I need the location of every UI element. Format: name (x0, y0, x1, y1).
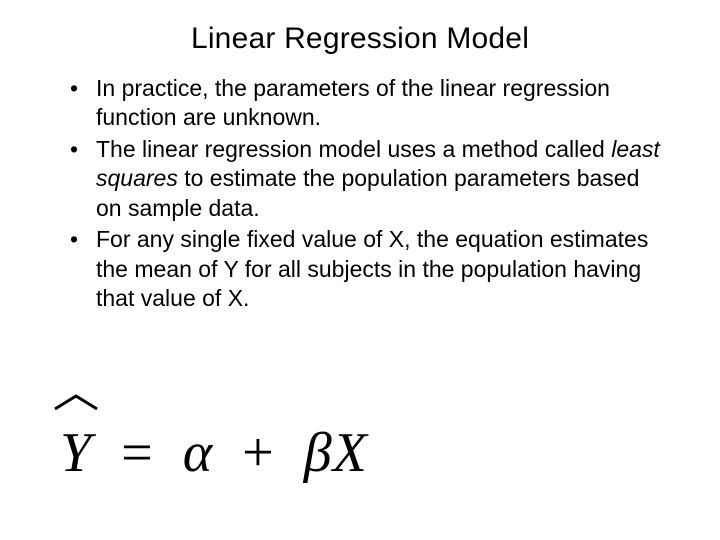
equals-sign: = (121, 421, 154, 485)
slide-title: Linear Regression Model (50, 22, 670, 56)
bullet-item: For any single fixed value of X, the equ… (70, 225, 660, 313)
bullet-list: In practice, the parameters of the linea… (50, 74, 670, 314)
bullet-text: The linear regression model uses a metho… (96, 136, 611, 162)
bullet-item: In practice, the parameters of the linea… (70, 74, 660, 133)
bullet-text: For any single fixed value of X, the equ… (96, 226, 648, 311)
equation-x: X (333, 422, 368, 484)
equation: Y = α + βX (60, 421, 368, 485)
equation-alpha: α (183, 422, 213, 484)
y-hat: Y (60, 421, 92, 485)
bullet-text-after: to estimate the population parameters ba… (96, 165, 639, 220)
plus-sign: + (242, 421, 275, 485)
hat-icon (53, 393, 99, 411)
equation-beta: β (304, 422, 333, 484)
bullet-item: The linear regression model uses a metho… (70, 135, 660, 223)
slide: Linear Regression Model In practice, the… (0, 0, 720, 540)
bullet-text: In practice, the parameters of the linea… (96, 75, 610, 130)
equation-y: Y (60, 422, 92, 484)
